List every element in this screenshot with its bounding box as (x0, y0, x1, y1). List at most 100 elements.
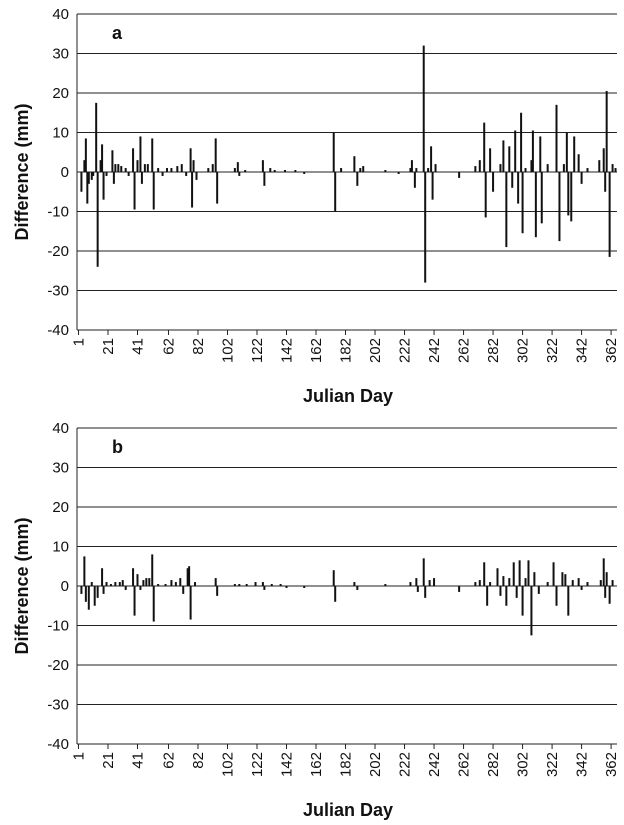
bar (261, 582, 264, 586)
bar (515, 586, 518, 598)
bar (86, 172, 89, 204)
bar (273, 170, 276, 172)
x-tick-label: 62 (160, 338, 177, 355)
bar (409, 582, 412, 586)
bar (269, 168, 272, 172)
bar (96, 172, 99, 267)
bar (565, 132, 568, 172)
panel-label: a (112, 23, 123, 43)
bar (211, 164, 214, 172)
bar (353, 156, 356, 172)
bar (430, 146, 433, 172)
bar (133, 172, 136, 210)
bar (415, 168, 418, 172)
x-tick-label: 342 (574, 752, 591, 777)
y-tick-label: 0 (61, 578, 69, 595)
bar (586, 168, 589, 172)
x-tick-label: 122 (249, 338, 266, 363)
bar (502, 576, 505, 586)
bar (102, 586, 105, 594)
bar (83, 556, 86, 586)
bar (102, 172, 105, 200)
bar (166, 168, 168, 172)
bar (185, 172, 188, 176)
bar (191, 172, 194, 208)
x-tick-label: 362 (603, 338, 620, 363)
bar (148, 578, 151, 586)
bar (577, 578, 580, 586)
bar (189, 148, 192, 172)
bar (332, 570, 335, 586)
x-tick-label: 342 (574, 338, 591, 363)
bar (132, 148, 135, 172)
bar (95, 102, 98, 172)
bar (427, 168, 430, 172)
x-tick-label: 41 (129, 752, 146, 769)
bar (431, 172, 434, 200)
bar (514, 130, 517, 172)
x-tick-label: 362 (603, 752, 620, 777)
bar (415, 578, 418, 586)
bar (195, 172, 198, 180)
bar (133, 586, 136, 616)
bar (101, 144, 104, 172)
bar (157, 168, 160, 172)
bar (359, 168, 362, 172)
x-tick-label: 1 (70, 338, 87, 346)
x-tick-label: 62 (160, 752, 177, 769)
bar (567, 586, 570, 616)
y-tick-label: 20 (52, 499, 69, 516)
bar (505, 586, 508, 606)
bar (502, 140, 505, 172)
bar (527, 560, 530, 586)
bar (424, 586, 427, 598)
bar (192, 160, 195, 172)
bar (530, 586, 533, 636)
x-tick-label: 142 (279, 338, 296, 363)
bar (573, 136, 576, 172)
bar (136, 574, 139, 586)
bar (114, 582, 117, 586)
y-tick-label: 0 (61, 164, 69, 181)
bar (496, 568, 499, 586)
bar (121, 580, 124, 586)
bar (356, 586, 359, 590)
bar (340, 168, 343, 172)
bar (87, 586, 90, 610)
bar (534, 172, 537, 238)
bar (111, 150, 114, 172)
y-tick-label: -40 (47, 322, 69, 339)
bar (608, 172, 611, 257)
bar (101, 568, 104, 586)
bar (571, 580, 574, 586)
bar (478, 580, 481, 586)
x-tick-label: 302 (515, 752, 532, 777)
bar (136, 160, 139, 172)
bar (244, 170, 247, 172)
bar (152, 586, 155, 622)
bar (586, 582, 589, 586)
bar (413, 172, 416, 188)
bar (146, 164, 149, 172)
x-axis-label: Julian Day (303, 386, 393, 406)
bar (120, 166, 123, 172)
bar (492, 172, 495, 192)
bar (602, 148, 605, 172)
x-tick-label: 222 (397, 752, 414, 777)
bar (602, 558, 605, 586)
x-tick-label: 182 (338, 752, 355, 777)
bar (521, 172, 524, 234)
bar (458, 172, 461, 178)
y-tick-label: 30 (52, 46, 69, 63)
bar (552, 562, 555, 586)
x-tick-label: 322 (544, 338, 561, 363)
y-axis-label: Difference (mm) (12, 517, 32, 654)
y-tick-label: 40 (52, 6, 69, 23)
x-tick-label: 242 (426, 338, 443, 363)
bar (140, 172, 143, 184)
bar (152, 172, 155, 210)
x-tick-label: 122 (249, 752, 266, 777)
bar (530, 160, 533, 172)
bar (489, 148, 492, 172)
bar (90, 172, 93, 180)
